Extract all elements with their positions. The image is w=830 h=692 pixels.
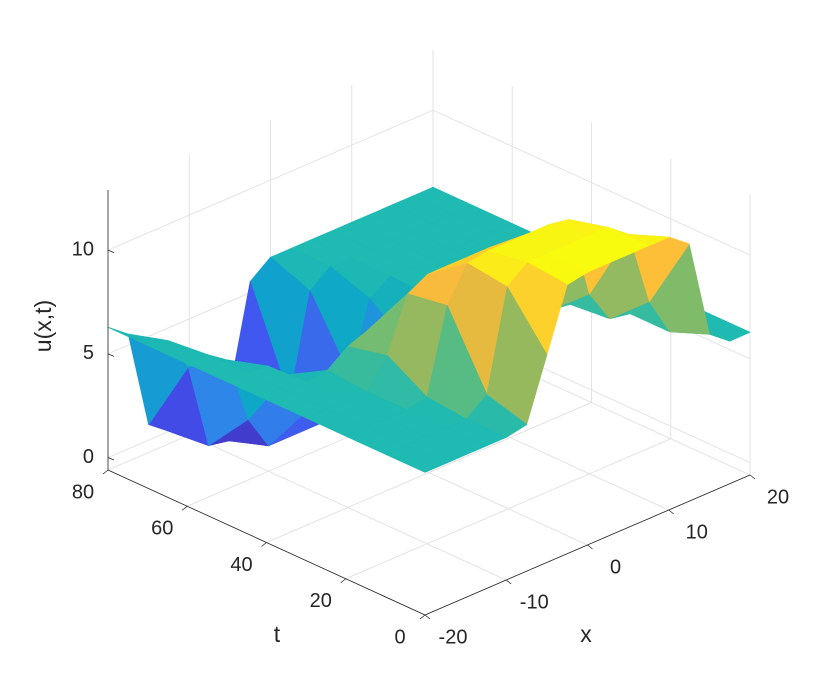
z-axis-label: u(x,t) <box>30 300 56 352</box>
z-tick-label: 5 <box>83 342 94 364</box>
z-tick <box>107 249 115 254</box>
x-tick-label: 20 <box>767 486 789 508</box>
t-tick <box>261 542 267 547</box>
t-axis-label: t <box>274 621 281 647</box>
x-axis-label: x <box>580 621 592 647</box>
x-tick <box>749 474 756 480</box>
x-tick <box>424 614 431 620</box>
x-tick-label: -10 <box>520 591 549 613</box>
surface-patch <box>384 444 446 473</box>
t-tick <box>340 578 346 584</box>
t-tick-label: 40 <box>230 554 252 576</box>
x-tick-label: 10 <box>686 521 708 543</box>
x-tick <box>587 544 593 550</box>
z-tick-label: 0 <box>83 446 94 468</box>
t-tick <box>182 505 188 511</box>
grid-line <box>266 402 592 543</box>
axes: -20 -10 0 10 20 0 20 40 60 80 0 5 10 <box>72 190 789 648</box>
z-tick <box>107 457 115 461</box>
t-tick <box>102 469 109 475</box>
t-tick-label: 80 <box>72 481 94 503</box>
grid-line <box>107 109 434 251</box>
t-tick-label: 60 <box>151 518 173 540</box>
x-tick-label: -20 <box>439 626 468 648</box>
t-tick <box>419 614 426 620</box>
t-tick-label: 0 <box>394 626 405 648</box>
x-tick <box>506 579 512 585</box>
grid-line <box>345 438 671 580</box>
z-tick <box>107 353 115 357</box>
x-tick <box>668 509 674 515</box>
t-tick-label: 20 <box>310 590 332 612</box>
surface <box>107 186 751 473</box>
x-tick-label: 0 <box>610 556 621 578</box>
z-tick-label: 10 <box>72 238 94 260</box>
grid-line <box>432 109 751 256</box>
